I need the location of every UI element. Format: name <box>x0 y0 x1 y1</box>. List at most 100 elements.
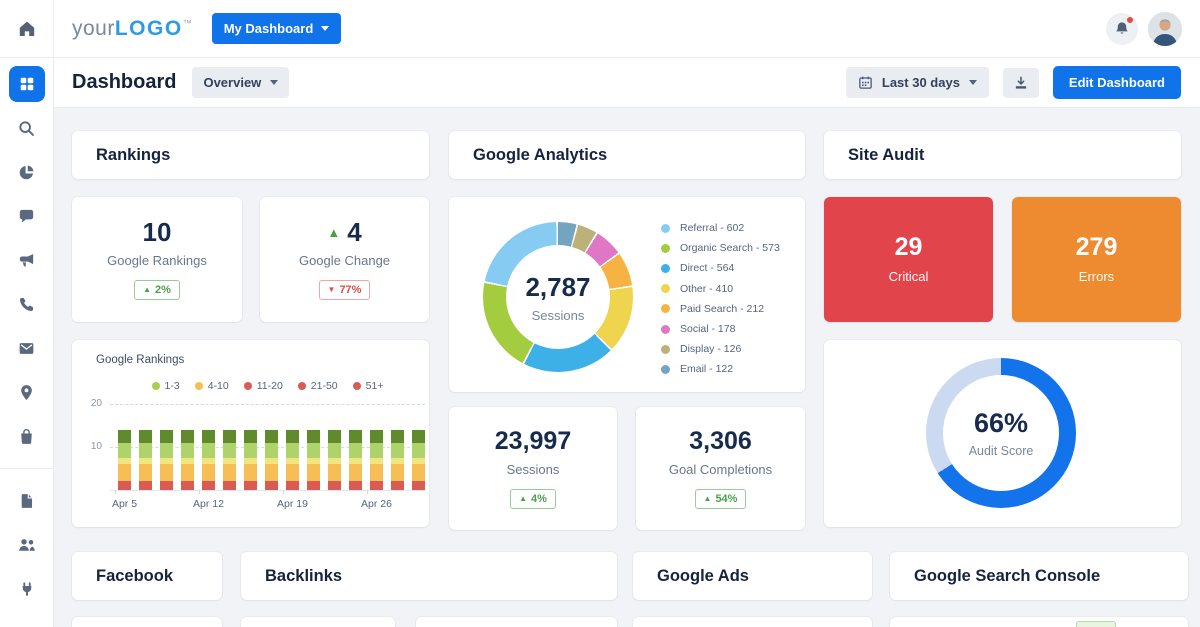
bar-segment-red-bottom <box>328 481 341 490</box>
home-nav-button[interactable] <box>0 0 54 58</box>
top-navbar: your LOGO ™ My Dashboard <box>0 0 1200 58</box>
bar-segment-red-bottom <box>370 481 383 490</box>
bar-segment-pale-yellow <box>139 457 152 465</box>
donut-legend-item-email[interactable]: Email - 122 <box>661 359 780 379</box>
errors-label: Errors <box>1078 269 1115 284</box>
goal-completions-label: Goal Completions <box>668 461 773 477</box>
google-search-console-partial-card <box>890 617 1188 627</box>
legend-item-21-50[interactable]: 21-50 <box>297 380 338 392</box>
bar-segment-light-green <box>139 442 152 458</box>
bar-segment-dark-green <box>307 429 320 443</box>
search-icon <box>17 119 36 138</box>
legend-dot <box>661 243 670 253</box>
bar-segment-pale-yellow <box>412 457 425 465</box>
bars-layer: Apr 5 Apr 12 Apr 19 Apr 26 <box>72 340 429 527</box>
sidebar-item-search[interactable] <box>9 110 45 146</box>
bar-segment-pale-yellow <box>181 457 194 465</box>
sidebar-item-mail[interactable] <box>9 330 45 366</box>
donut-legend-item-organic-search[interactable]: Organic Search - 573 <box>661 238 780 258</box>
bar-segment-pale-yellow <box>391 457 404 465</box>
edit-dashboard-label: Edit Dashboard <box>1068 75 1165 90</box>
bar-segment-light-green <box>328 442 341 458</box>
y-axis-tick-10: 10 <box>90 441 102 452</box>
sidebar-item-shopping-bag[interactable] <box>9 418 45 454</box>
user-avatar[interactable] <box>1148 11 1182 46</box>
x-axis-label: Apr 12 <box>193 498 224 510</box>
sidebar-divider <box>0 468 54 469</box>
legend-item-1-3[interactable]: 1-3 <box>151 380 180 392</box>
sidebar-item-megaphone[interactable] <box>9 242 45 278</box>
sidebar-item-plug[interactable] <box>9 571 45 607</box>
x-axis-tick <box>198 490 200 494</box>
sidebar-item-pie-chart[interactable] <box>9 154 45 190</box>
stacked-bar <box>139 429 152 490</box>
backlinks-partial-card-1 <box>241 617 395 627</box>
edit-dashboard-button[interactable]: Edit Dashboard <box>1052 66 1181 99</box>
sidebar-item-users[interactable] <box>9 527 45 563</box>
arrow-up-icon: ▲ <box>143 285 151 294</box>
bar-segment-light-green <box>412 442 425 458</box>
x-axis-label: Apr 5 <box>111 498 138 510</box>
arrow-up-icon: ▲ <box>519 493 527 503</box>
sessions-donut-center: 2,787 Sessions <box>506 245 610 349</box>
bar-segment-light-green <box>391 442 404 458</box>
goal-completions-change-badge: ▲ 54% <box>694 488 747 509</box>
bar-segment-pale-yellow <box>160 457 173 465</box>
donut-legend-item-referral[interactable]: Referral - 602 <box>661 218 780 238</box>
plug-icon <box>18 580 36 598</box>
google-rankings-chart-card: Google Rankings 1-3 4-10 11-20 21-50 51+ 20 … <box>72 340 429 527</box>
google-search-console-section-title: Google Search Console <box>914 567 1101 585</box>
header-actions: Last 30 days Edit Dashboard <box>845 66 1181 99</box>
page-title: Dashboard <box>72 71 177 93</box>
bar-segment-light-green <box>160 442 173 458</box>
stacked-bar <box>391 429 404 490</box>
phone-icon <box>17 295 36 314</box>
notifications-button[interactable] <box>1106 12 1138 45</box>
pie-chart-icon <box>17 163 36 182</box>
bar-segment-red-bottom <box>391 481 404 490</box>
audit-score-card: 66% Audit Score <box>824 340 1181 527</box>
legend-label: 11-20 <box>256 380 283 392</box>
date-range-dropdown[interactable]: Last 30 days <box>845 67 989 98</box>
sidebar-item-location[interactable] <box>9 374 45 410</box>
donut-legend-item-direct[interactable]: Direct - 564 <box>661 258 780 278</box>
bar-segment-dark-green <box>118 429 131 443</box>
bar-segment-red-bottom <box>244 481 257 490</box>
legend-item-11-20[interactable]: 11-20 <box>243 380 283 392</box>
dashboard-icon <box>18 75 36 93</box>
donut-legend-item-social[interactable]: Social - 178 <box>661 319 780 339</box>
bar-segment-pale-yellow <box>286 457 299 465</box>
bar-segment-light-green <box>244 442 257 458</box>
legend-item-4-10[interactable]: 4-10 <box>194 380 229 392</box>
bar-segment-pale-yellow <box>202 457 215 465</box>
bar-segment-dark-green <box>349 429 362 443</box>
legend-item-51+[interactable]: 51+ <box>352 380 383 392</box>
sessions-total-label: Sessions <box>531 307 585 323</box>
stacked-bar <box>370 429 383 490</box>
legend-dot <box>661 304 670 314</box>
overview-dropdown[interactable]: Overview <box>192 67 290 98</box>
sidebar-item-phone[interactable] <box>9 286 45 322</box>
donut-legend-item-paid-search[interactable]: Paid Search - 212 <box>661 299 780 319</box>
legend-dot <box>661 344 670 354</box>
bar-segment-dark-green <box>286 429 299 443</box>
legend-dot <box>297 382 306 390</box>
legend-dot <box>352 382 361 390</box>
badge-text: 54% <box>715 492 738 505</box>
logo-prefix: your <box>72 16 115 40</box>
sessions-change-badge: ▲ 4% <box>510 488 556 509</box>
donut-legend-item-display[interactable]: Display - 126 <box>661 339 780 359</box>
sessions-donut-card: 2,787 Sessions Referral - 602 Organic Sea… <box>449 197 805 392</box>
donut-legend-item-other[interactable]: Other - 410 <box>661 279 780 299</box>
bar-segment-pale-yellow <box>328 457 341 465</box>
sidebar-item-chat[interactable] <box>9 198 45 234</box>
legend-dot <box>151 382 160 390</box>
my-dashboard-menu-button[interactable]: My Dashboard <box>211 13 342 44</box>
audit-score-donut-center: 66% Audit Score <box>943 375 1059 491</box>
download-report-button[interactable] <box>1002 67 1039 98</box>
bar-segment-light-green <box>202 442 215 458</box>
sidebar-item-dashboard[interactable] <box>8 66 45 102</box>
google-ads-section-header: Google Ads <box>633 552 872 600</box>
sidebar-item-file[interactable] <box>9 483 45 519</box>
legend-label: Social - 178 <box>680 323 736 336</box>
